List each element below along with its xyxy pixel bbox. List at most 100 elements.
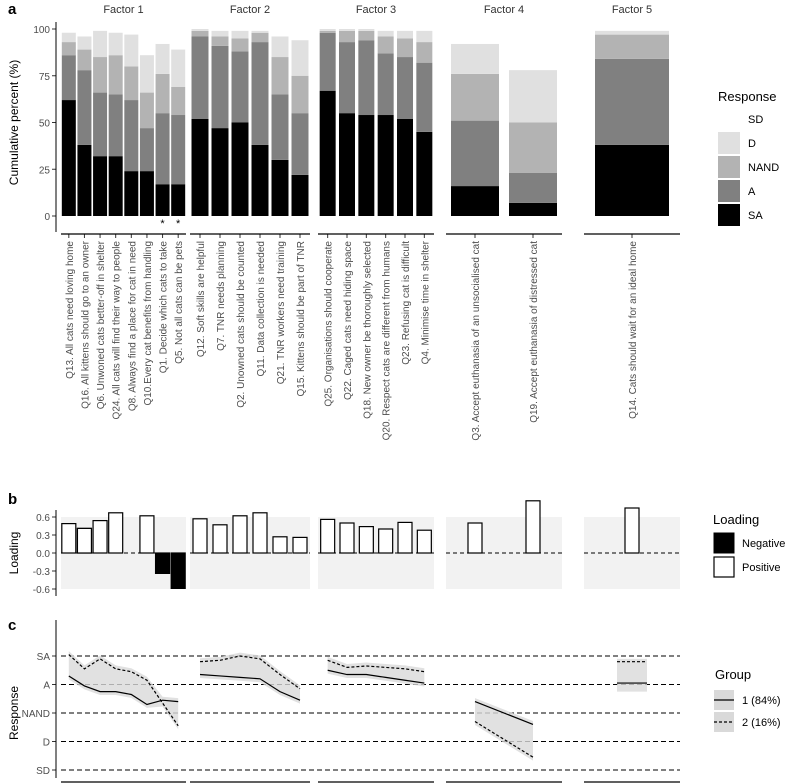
bar-segment-nand bbox=[171, 86, 186, 116]
bar-segment-nand bbox=[319, 30, 336, 33]
bar-segment-a bbox=[509, 172, 557, 203]
loading-bar-positive bbox=[108, 512, 124, 554]
x-tick-label-item: Q6. Unwoned cats better-off in shelter bbox=[96, 240, 107, 409]
group-1-line bbox=[68, 675, 179, 706]
x-tick-label-item: Q24. All cats will find their way to peo… bbox=[112, 241, 123, 420]
bar-segment-a bbox=[291, 113, 309, 175]
facet-title-1: Factor 1 bbox=[103, 4, 143, 16]
bar-segment-d bbox=[291, 40, 309, 76]
bar-segment-a bbox=[377, 53, 394, 116]
bar-segment-sa bbox=[139, 171, 154, 216]
group-1-line bbox=[199, 673, 301, 701]
y-axis-title-a: Cumulative percent (%) bbox=[7, 60, 21, 185]
bar-segment-d bbox=[358, 29, 375, 31]
group-1-line bbox=[474, 701, 534, 725]
panel-label-c: c bbox=[8, 617, 16, 634]
bar-segment-nand bbox=[339, 30, 355, 43]
y-tick-label-b: 0.6 bbox=[36, 513, 50, 524]
x-tick-label-item: Q14. Cats should wait for an ideal home bbox=[628, 241, 639, 419]
bar-segment-nand bbox=[61, 42, 76, 56]
bar-segment-sa bbox=[358, 115, 375, 216]
bar-segment-a bbox=[211, 45, 229, 129]
x-tick-label-item: Q13. All cats need loving home bbox=[65, 241, 76, 379]
loading-bar-positive bbox=[92, 519, 108, 554]
bar-segment-a bbox=[139, 128, 154, 172]
loading-bar-positive bbox=[358, 525, 374, 554]
bar-segment-nand bbox=[377, 36, 394, 54]
panel-b: Loading 0.6 0.3 0.0 -0.3 -0.6 bbox=[7, 500, 680, 596]
bar-segment-d bbox=[191, 29, 209, 31]
legend-swatch-negative bbox=[713, 532, 735, 554]
loading-bar-positive bbox=[525, 500, 541, 554]
loading-bar-negative bbox=[170, 552, 186, 590]
bar-segment-d bbox=[139, 55, 154, 93]
bar-segment-d bbox=[377, 30, 394, 37]
confidence-ribbon bbox=[617, 658, 647, 692]
loading-bar-positive bbox=[139, 515, 155, 554]
bar-segment-sa bbox=[509, 202, 557, 216]
panel-a: Cumulative percent (%) 0 25 50 75 100 Q13. All… bbox=[7, 22, 680, 441]
bar-segment-nand bbox=[397, 38, 413, 58]
bar-segment-d bbox=[509, 70, 557, 123]
loading-bar-positive bbox=[416, 529, 432, 554]
bar-segment-sa bbox=[377, 115, 394, 216]
bar-segment-a bbox=[595, 58, 669, 145]
facet-title-2: Factor 2 bbox=[230, 4, 270, 16]
y-tick-label-c: NAND bbox=[22, 709, 50, 720]
bar-segment-d bbox=[124, 34, 139, 67]
panel-c: Response SD D NAND A SA bbox=[7, 620, 680, 783]
bar-segment-a bbox=[397, 57, 413, 119]
bar-segment-sa bbox=[124, 171, 139, 216]
bar-segment-a bbox=[251, 42, 269, 145]
x-tick-label-item: Q23. Refusing cat is difficult bbox=[401, 241, 412, 365]
significance-star: * bbox=[176, 218, 181, 230]
bar-segment-d bbox=[319, 29, 336, 31]
bar-segment-sa bbox=[339, 113, 355, 216]
legend-title-loading: Loading bbox=[713, 512, 759, 527]
loading-bar-positive bbox=[76, 527, 93, 554]
bar-segment-d bbox=[93, 30, 108, 58]
bar-segment-sa bbox=[271, 159, 289, 216]
loading-bar-positive bbox=[467, 522, 483, 554]
bar-segment-nand bbox=[271, 57, 289, 95]
x-tick-label-item: Q22. Caged cats need hiding space bbox=[343, 241, 354, 400]
bar-segment-sa bbox=[451, 186, 499, 216]
x-tick-label-item: Q19. Accept euthanasia of distressed cat bbox=[529, 241, 540, 423]
bar-segment-sa bbox=[155, 184, 170, 216]
x-tick-label-item: Q11. Data collection is needed bbox=[256, 241, 267, 376]
loading-bar-positive bbox=[192, 518, 208, 554]
bar-segment-sa bbox=[93, 156, 108, 216]
bar-segment-d bbox=[171, 49, 186, 87]
bar-segment-nand bbox=[416, 42, 433, 63]
y-tick-label-b: 0.3 bbox=[36, 531, 50, 542]
loading-bar-positive bbox=[212, 524, 228, 554]
legend-swatch-sd bbox=[718, 108, 740, 130]
significance-star: * bbox=[160, 218, 165, 230]
bar-segment-nand bbox=[451, 73, 499, 121]
y-tick-label-a: 25 bbox=[39, 165, 51, 176]
legend-label-positive: Positive bbox=[742, 562, 781, 574]
y-tick-label-a: 100 bbox=[33, 25, 50, 36]
bar-segment-sa bbox=[397, 118, 413, 216]
y-tick-label-c: SD bbox=[36, 766, 50, 777]
bar-segment-sa bbox=[108, 156, 123, 216]
legend-label-group-2: 2 (16%) bbox=[742, 717, 781, 729]
y-tick-label-b: 0.0 bbox=[36, 549, 50, 560]
bar-segment-nand bbox=[509, 122, 557, 173]
legend-swatch-a bbox=[718, 180, 740, 202]
group-1-line bbox=[327, 669, 425, 684]
y-axis-title-c: Response bbox=[7, 686, 21, 740]
legend-swatch-positive bbox=[713, 556, 735, 578]
bar-segment-a bbox=[93, 92, 108, 157]
loading-bar-positive bbox=[272, 536, 288, 554]
bar-segment-d bbox=[155, 43, 170, 74]
bar-segment-a bbox=[358, 40, 375, 116]
bar-segment-a bbox=[155, 113, 170, 185]
bar-segment-a bbox=[108, 94, 123, 157]
bar-segment-sa bbox=[231, 122, 249, 216]
loading-bar-positive bbox=[252, 512, 268, 554]
bar-segment-sa bbox=[61, 100, 76, 216]
y-tick-label-c: A bbox=[43, 681, 50, 692]
x-tick-label-item: Q2. Unowned cats should be counted bbox=[236, 241, 247, 408]
bar-segment-d bbox=[416, 30, 433, 43]
